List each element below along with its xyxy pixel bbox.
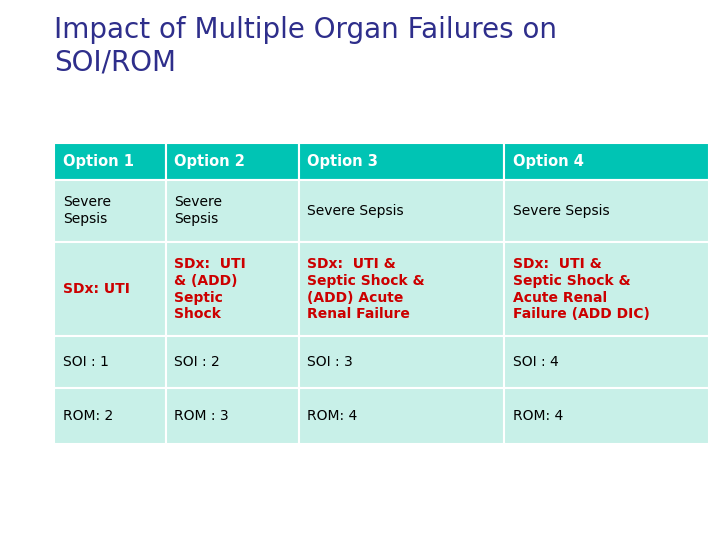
Bar — [504, 143, 709, 180]
Text: SOI : 3: SOI : 3 — [307, 355, 354, 369]
Text: Option 2: Option 2 — [174, 154, 245, 169]
Text: Option 1: Option 1 — [63, 154, 134, 169]
Bar — [166, 336, 299, 388]
Bar — [166, 388, 299, 444]
Bar — [54, 143, 166, 180]
Text: SDx:  UTI &
Septic Shock &
Acute Renal
Failure (ADD DIC): SDx: UTI & Septic Shock & Acute Renal Fa… — [513, 257, 649, 321]
Bar — [299, 143, 504, 180]
Bar — [299, 388, 504, 444]
Bar — [166, 180, 299, 242]
Text: Option 3: Option 3 — [307, 154, 378, 169]
Text: ROM: 4: ROM: 4 — [513, 409, 563, 423]
Text: Severe
Sepsis: Severe Sepsis — [174, 195, 222, 226]
Text: Severe
Sepsis: Severe Sepsis — [63, 195, 111, 226]
Text: SDx:  UTI
& (ADD)
Septic
Shock: SDx: UTI & (ADD) Septic Shock — [174, 257, 246, 321]
Bar — [504, 388, 709, 444]
Bar — [299, 242, 504, 336]
Text: SOI : 2: SOI : 2 — [174, 355, 220, 369]
Text: Severe Sepsis: Severe Sepsis — [513, 204, 609, 218]
Bar — [504, 336, 709, 388]
Text: SDx: UTI: SDx: UTI — [63, 282, 130, 296]
Text: ROM : 3: ROM : 3 — [174, 409, 229, 423]
Text: Impact of Multiple Organ Failures on
SOI/ROM: Impact of Multiple Organ Failures on SOI… — [54, 16, 557, 77]
Text: Option 4: Option 4 — [513, 154, 583, 169]
Text: Severe Sepsis: Severe Sepsis — [307, 204, 404, 218]
Bar — [299, 336, 504, 388]
Bar — [54, 388, 166, 444]
Bar — [166, 242, 299, 336]
Bar — [166, 143, 299, 180]
Text: ROM: 4: ROM: 4 — [307, 409, 358, 423]
Text: ROM: 2: ROM: 2 — [63, 409, 113, 423]
Bar — [54, 180, 166, 242]
Bar — [299, 180, 504, 242]
Bar — [504, 242, 709, 336]
Text: SOI : 4: SOI : 4 — [513, 355, 559, 369]
Bar — [54, 336, 166, 388]
Bar — [54, 242, 166, 336]
Bar — [504, 180, 709, 242]
Text: SDx:  UTI &
Septic Shock &
(ADD) Acute
Renal Failure: SDx: UTI & Septic Shock & (ADD) Acute Re… — [307, 257, 425, 321]
Text: SOI : 1: SOI : 1 — [63, 355, 109, 369]
